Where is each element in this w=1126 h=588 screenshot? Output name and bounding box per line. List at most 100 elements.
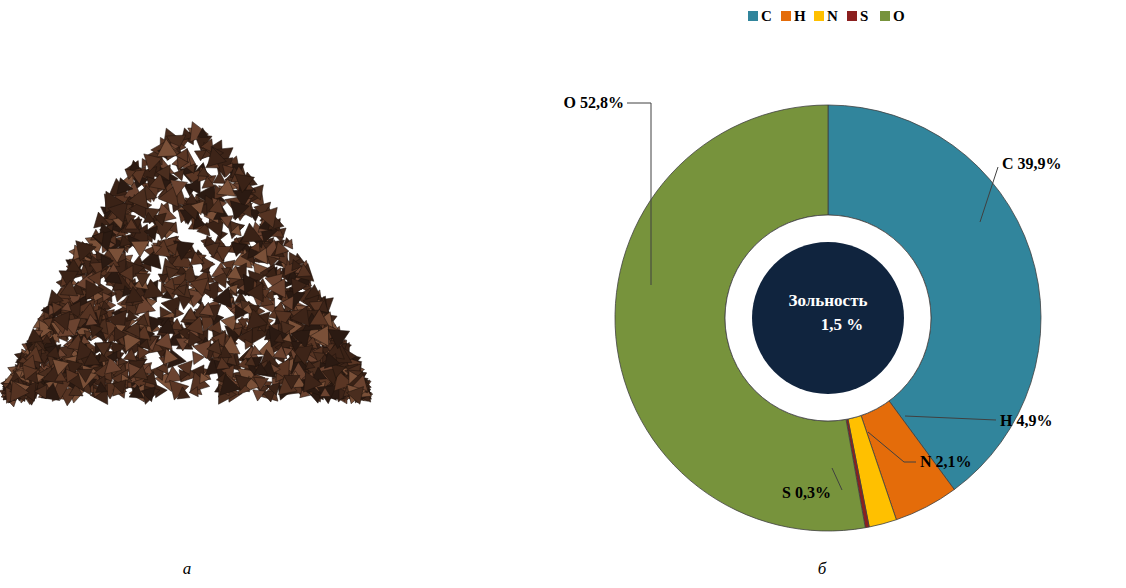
husk [190,252,207,270]
husk [254,363,271,381]
husk [229,166,255,192]
husk [198,176,215,193]
husk [265,380,279,395]
husk [121,165,135,179]
husk [194,146,209,161]
husk [179,369,189,381]
husk [66,368,79,383]
husk [56,280,77,302]
husk [113,375,132,394]
data-label: H 4,9% [1000,412,1052,429]
husk [92,336,111,356]
husk [168,180,188,198]
husk [2,381,29,408]
husk [141,387,159,404]
husk [127,310,139,323]
leader-line [832,468,842,490]
husk [163,278,180,294]
husk [139,339,154,353]
husk [288,257,302,270]
husk [42,335,55,348]
husk [79,351,100,373]
husk [128,188,156,216]
husk [185,163,195,174]
husk [250,242,261,254]
legend-label: H [794,8,806,24]
husk [172,277,195,299]
husk [296,368,322,393]
husk [231,238,248,256]
husk [216,357,233,374]
husk [305,360,316,372]
center-disc [752,242,904,394]
husk [329,364,346,379]
husk [156,161,177,181]
husk [233,324,246,337]
leader-line [980,167,998,222]
husk [274,333,285,343]
husk [253,248,274,269]
husk [120,287,143,311]
husk [93,232,108,246]
husk [261,320,289,347]
legend: CHNSO [748,8,905,24]
husk [207,339,227,359]
husk [144,222,163,241]
husk [289,306,310,329]
leader-line [868,432,916,462]
husk [188,331,203,347]
plot [615,105,1041,531]
husk [154,208,171,225]
husk [230,223,244,236]
husk [176,149,194,166]
husk [88,267,108,286]
husk [183,307,197,320]
husk [117,178,135,197]
data-labels: C 39,9%H 4,9%N 2,1%S 0,3%O 52,8% [564,94,1062,501]
husk [283,332,294,342]
husk [108,327,127,345]
legend-swatch [814,11,824,21]
husk [239,309,268,338]
husk [135,273,150,287]
husk [133,366,153,386]
husk [292,337,320,365]
husk [54,263,79,288]
husk [246,283,264,303]
husk [212,374,240,402]
legend-label: C [761,8,772,24]
husk [240,298,251,310]
husk [220,264,231,276]
husk [95,251,113,269]
husk [305,309,328,333]
husk [190,271,215,296]
husk [293,264,311,283]
legend-label: S [860,8,868,24]
husk [106,263,119,276]
husk [320,350,340,369]
husk [191,196,210,215]
data-label: S 0,3% [782,484,831,501]
photo [0,118,377,409]
husk [176,386,190,399]
husk [47,298,63,313]
panel-label: б [818,559,827,578]
legend-swatch [880,11,890,21]
husk [243,356,256,370]
figure: Зольность1,5 %C 39,9%H 4,9%N 2,1%S 0,3%O… [0,0,1126,588]
husk [22,353,40,370]
data-label: C 39,9% [1002,155,1062,172]
legend-swatch [781,11,791,21]
husk [217,211,233,228]
legend-swatch [847,11,857,21]
legend-label: O [893,8,905,24]
husk [209,197,227,214]
panel-label: а [183,559,192,578]
husk [158,186,187,214]
annotation: 1,5 % [821,315,864,334]
husk [129,385,148,404]
husk [34,381,53,399]
husk [159,346,179,365]
annotation: Зольность [789,291,868,310]
husk [197,128,208,138]
